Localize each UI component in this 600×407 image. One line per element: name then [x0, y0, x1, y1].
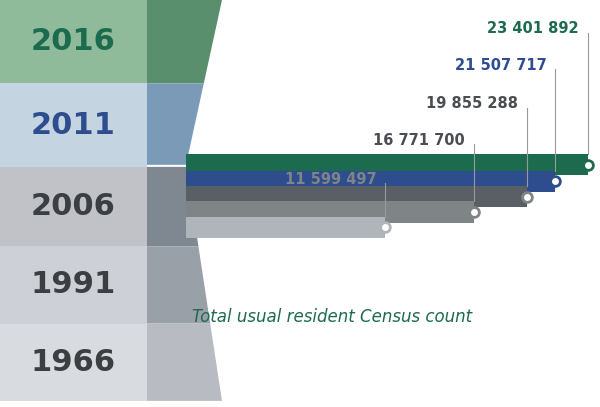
Text: 2016: 2016	[31, 27, 116, 56]
Bar	[186, 171, 556, 192]
Text: 2011: 2011	[31, 111, 116, 140]
Text: 1991: 1991	[31, 270, 116, 300]
Text: 2006: 2006	[31, 192, 116, 221]
Text: 11 599 497: 11 599 497	[284, 172, 376, 186]
Bar	[0, 83, 147, 167]
Bar	[0, 0, 147, 83]
Polygon shape	[147, 0, 222, 83]
Bar	[186, 201, 474, 223]
Bar	[0, 324, 147, 401]
Text: 1966: 1966	[31, 348, 116, 377]
Bar	[0, 167, 147, 246]
Polygon shape	[147, 83, 204, 165]
Polygon shape	[147, 324, 222, 401]
Polygon shape	[147, 246, 210, 324]
Text: 21 507 717: 21 507 717	[455, 58, 547, 72]
Bar	[186, 186, 527, 207]
Polygon shape	[147, 167, 199, 246]
Bar	[186, 154, 588, 175]
Text: 16 771 700: 16 771 700	[373, 133, 465, 148]
Bar	[0, 246, 147, 324]
Text: Total usual resident Census count: Total usual resident Census count	[192, 309, 472, 326]
Bar	[186, 217, 385, 238]
Text: 23 401 892: 23 401 892	[487, 21, 579, 36]
Text: 19 855 288: 19 855 288	[426, 96, 518, 111]
